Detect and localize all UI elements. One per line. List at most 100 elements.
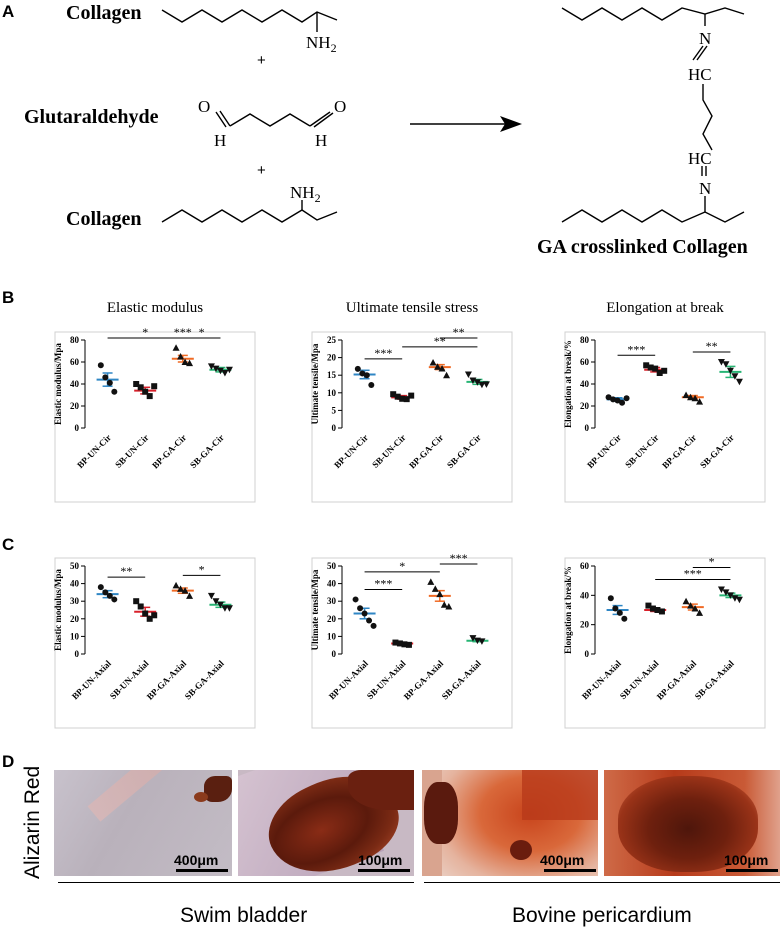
chart-4-ytick-label-3: 30 — [327, 596, 337, 606]
chart-0-group-3-point-1 — [212, 365, 220, 373]
chart-1-group-0-point-0 — [354, 365, 361, 372]
chart-1-group-1-point-4 — [408, 392, 415, 399]
chart-1-group-0-point-3 — [368, 382, 375, 389]
chart-3-group-3-point-0 — [207, 592, 215, 600]
chart-2-group-3-point-1 — [722, 361, 730, 368]
chart-2-group-1-point-1 — [647, 364, 654, 371]
chart-2-group-2-point-3 — [696, 398, 704, 405]
chart-0-ylabel: Elastic modulus/Mpa — [53, 343, 63, 425]
chart-0-group-3-point-0 — [207, 363, 215, 370]
chart-0-ytick-label-0: 0 — [75, 423, 80, 433]
collagen-top-label: Collagen — [66, 2, 142, 24]
chart-2-group-2-point-0 — [682, 391, 690, 398]
chart-5-group-1-point-2 — [654, 607, 661, 613]
chart-3-group-0-point-2 — [106, 592, 113, 599]
chart-0-category-0: BP-UN-Cir — [75, 432, 113, 470]
chart-2-group-0-point-4 — [623, 395, 630, 402]
chart-2-category-2: BP-GA-Cir — [660, 432, 698, 470]
chart-3-ytick-label-2: 20 — [70, 614, 80, 624]
chart-3-group-1-point-3 — [146, 615, 153, 622]
chart-5-category-2: BP-GA-Axial — [655, 658, 699, 702]
chart-0-group-0-point-2 — [106, 379, 113, 386]
chart-1-frame — [311, 331, 513, 503]
chart-2-category-3: SB-GA-Cir — [698, 432, 736, 470]
chart-0-category-2: BP-GA-Cir — [150, 432, 188, 470]
chart-3-group-1-point-0 — [133, 598, 140, 605]
h-left-label: H — [214, 131, 226, 150]
chart-0-title: Elastic modulus — [107, 300, 203, 316]
collagen-bottom-label: Collagen — [66, 208, 142, 230]
n-bottom-label: N — [699, 179, 711, 198]
chart-5-category-0: BP-UN-Axial — [580, 658, 623, 701]
chart-3-category-0: BP-UN-Axial — [70, 658, 113, 701]
chart-5-group-0-point-2 — [616, 609, 623, 616]
chart-3-sig-label-1: * — [199, 562, 205, 576]
chart-4-group-2-point-3 — [440, 601, 448, 608]
chart-4-sig-label-2: *** — [450, 551, 468, 565]
chart-1-ytick-label-0: 0 — [332, 423, 337, 433]
chart-5-ytick-label-1: 20 — [580, 620, 590, 630]
chart-2-category-0: BP-UN-Cir — [585, 432, 623, 470]
chart-0-group-0-point-0 — [97, 362, 104, 369]
chart-2-title: Elongation at break — [606, 300, 724, 316]
chart-2-ytick-label-3: 60 — [580, 357, 590, 367]
chart-1-group-3-point-2 — [473, 379, 481, 386]
chart-4-group-1-point-0 — [392, 639, 399, 646]
h-right-label: H — [315, 131, 327, 150]
micrograph-bovine-pericardium-high — [604, 770, 780, 876]
chart-1-ytick-label-5: 25 — [327, 335, 337, 345]
scale-bar-4 — [726, 869, 778, 872]
chart-4-group-1-point-2 — [401, 641, 408, 648]
chart-1-group-3-point-0 — [464, 371, 472, 378]
chart-3-group-2-point-0 — [172, 581, 180, 589]
chart-4-group-1-point-1 — [396, 640, 403, 647]
chart-0-group-3-point-4 — [225, 366, 233, 374]
chart-4-group-2-point-4 — [445, 602, 453, 610]
chart-1-group-0-point-1 — [359, 370, 366, 377]
chart-0-group-2-point-1 — [177, 353, 185, 360]
chart-0-group-0-point-3 — [111, 388, 118, 395]
chart-1-group-2-point-0 — [429, 359, 437, 366]
chart-2-group-3-point-2 — [726, 367, 734, 375]
chart-5-group-3-point-4 — [735, 596, 743, 604]
stain-label: Alizarin Red — [21, 765, 44, 879]
panel-label-c: C — [2, 535, 15, 554]
chart-4-ytick-label-0: 0 — [332, 649, 337, 659]
scale-bar-1 — [176, 869, 228, 872]
product-top-chain — [561, 7, 745, 21]
chart-2-ytick-label-4: 80 — [580, 335, 590, 345]
chart-4-group-0-point-1 — [357, 605, 364, 612]
reaction-scheme: NH2 NH2 O O H H N HC HC N — [161, 7, 745, 223]
chart-1-sig-label-1: ** — [434, 334, 446, 348]
chart-4-ytick-label-5: 50 — [327, 561, 337, 571]
chart-1-ytick-label-3: 15 — [327, 370, 337, 380]
chart-0-ytick-label-1: 20 — [70, 401, 80, 411]
chart-1-group-1-point-2 — [399, 395, 406, 402]
micrograph-swim-bladder-low — [54, 770, 232, 876]
chart-3-ytick-label-3: 30 — [70, 596, 80, 606]
chart-3-category-3: SB-GA-Axial — [183, 658, 226, 701]
chart-2-group-1-point-4 — [661, 367, 668, 374]
chart-4-category-0: BP-UN-Axial — [327, 658, 370, 701]
product-linker — [702, 84, 713, 151]
chart-5-group-0-point-0 — [607, 595, 614, 602]
chart-1-group-1-point-3 — [403, 396, 410, 403]
chart-2-group-0-point-2 — [614, 397, 621, 404]
scale-label-1: 400μm — [174, 852, 219, 868]
chart-0-frame — [54, 331, 256, 503]
charts-area: Elastic modulus 0 20 40 60 80 Elastic modulus/… — [53, 300, 766, 729]
hc-top-label: HC — [688, 65, 712, 84]
chart-2-group-2-point-1 — [687, 393, 695, 401]
chart-1-title: Ultimate tensile stress — [346, 300, 479, 316]
chart-0-group-1-point-0 — [133, 381, 140, 387]
chart-3-ylabel: Elastic modulus/Mpa — [53, 569, 63, 651]
n-top-label: N — [699, 29, 711, 48]
chart-4-sig-label-0: *** — [374, 576, 392, 590]
chart-1-ylabel: Ultimate tensile/Mpa — [310, 343, 320, 424]
swim-bladder-underline — [58, 882, 414, 883]
nh2-bottom-label: NH2 — [290, 183, 321, 205]
chart-4-group-3-point-2 — [478, 638, 486, 645]
chart-2-group-3-point-4 — [735, 378, 743, 386]
chart-5-group-2-point-2 — [691, 605, 699, 612]
chart-3-group-1-point-1 — [137, 603, 144, 610]
